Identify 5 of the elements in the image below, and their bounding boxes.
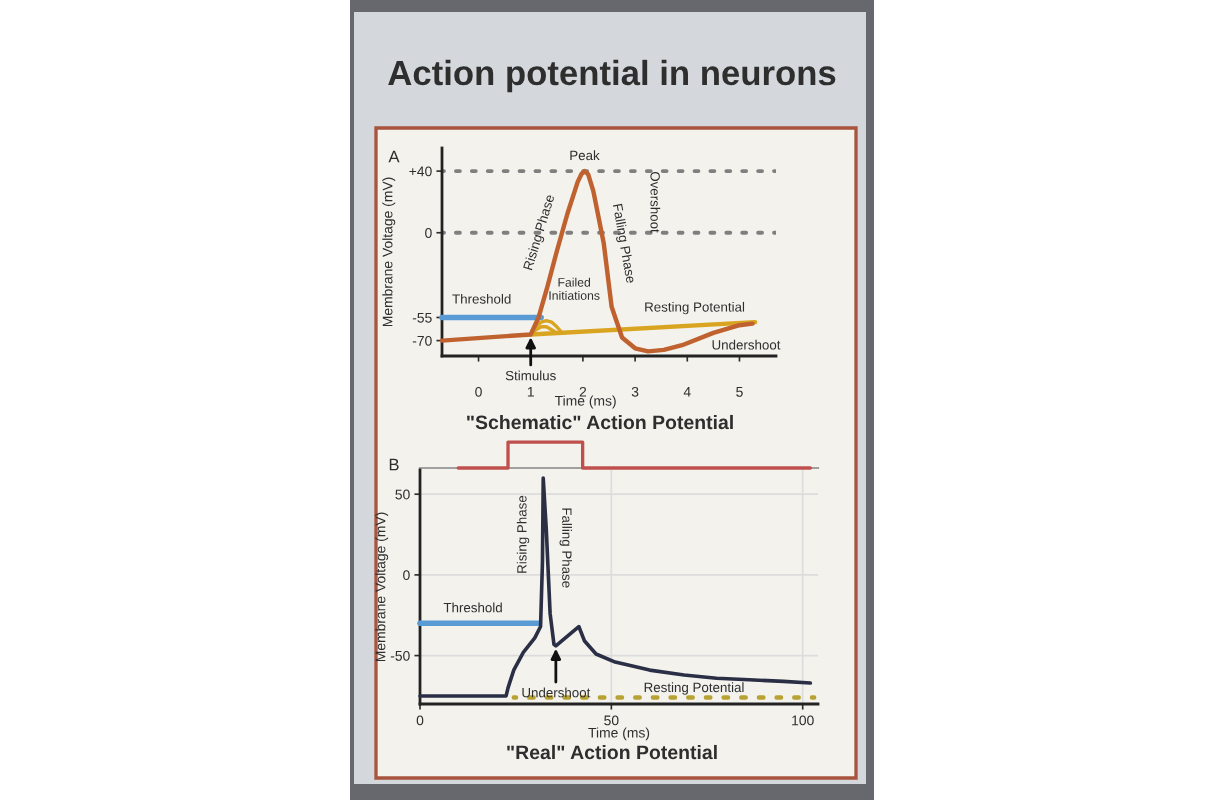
text: "Real" Action Potential [507, 744, 717, 760]
text: Action potential in neurons [388, 59, 836, 93]
text: A [388, 150, 400, 163]
text: B [389, 458, 399, 471]
text: "Schematic" Action Potential [467, 414, 733, 430]
